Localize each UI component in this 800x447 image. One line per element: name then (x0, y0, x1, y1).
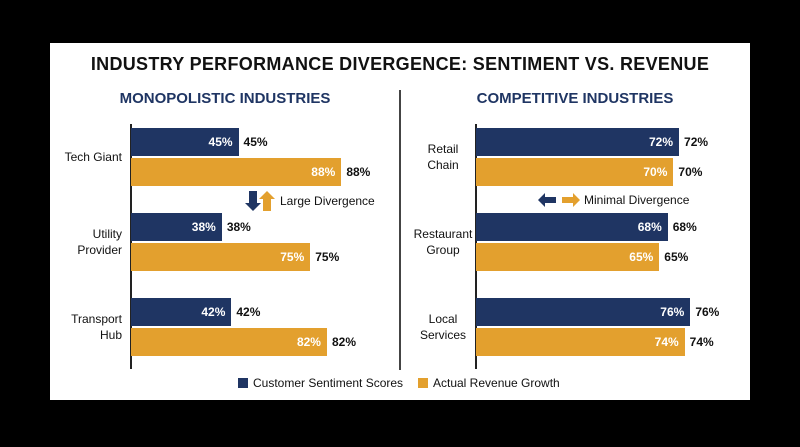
legend-swatch-revenue (418, 378, 428, 388)
bar-value-label: 74% (689, 335, 714, 349)
right-panel-title: COMPETITIVE INDUSTRIES (476, 90, 674, 107)
bar-inner-label: 82% (296, 335, 321, 349)
left-annotation-text: Large Divergence (280, 194, 375, 208)
bar-value-label: 72% (684, 135, 709, 149)
arrow-left-icon (538, 193, 556, 207)
arrow-right-icon (562, 193, 580, 207)
bar-inner-label: 65% (629, 250, 654, 264)
bar-sentiment: 72% (476, 128, 680, 156)
category-label: Retail Chain (427, 142, 459, 172)
legend-swatch-sentiment (238, 378, 248, 388)
arrow-down-icon (245, 191, 261, 211)
bar-inner-label: 45% (208, 135, 233, 149)
bar-inner-label: 38% (191, 220, 216, 234)
bar-value-label: 45% (243, 135, 268, 149)
bar-value-label: 65% (664, 250, 689, 264)
category-label: Tech Giant (64, 150, 122, 164)
bar-revenue: 82% (131, 328, 327, 356)
right-annotation-text: Minimal Divergence (584, 193, 690, 207)
legend-label-revenue: Actual Revenue Growth (433, 376, 560, 390)
bar-sentiment: 68% (476, 213, 668, 241)
bar-value-label: 38% (226, 220, 251, 234)
bar-value-label: 42% (236, 305, 261, 319)
bar-sentiment: 76% (476, 298, 691, 326)
bar-revenue: 74% (476, 328, 685, 356)
legend-label-sentiment: Customer Sentiment Scores (253, 376, 404, 390)
bar-inner-label: 72% (649, 135, 674, 149)
category-label: Transport Hub (71, 312, 122, 342)
horizontal-arrows-icon (538, 193, 580, 207)
bar-revenue: 65% (476, 243, 660, 271)
left-panel-title: MONOPOLISTIC INDUSTRIES (119, 90, 331, 107)
panel-divider (399, 90, 401, 370)
divergence-arrows-icon (245, 191, 275, 211)
category-label: Local Services (419, 312, 466, 342)
bar-inner-label: 68% (637, 220, 662, 234)
bar-revenue: 75% (131, 243, 311, 271)
arrow-up-icon (259, 191, 275, 211)
bar-sentiment: 42% (131, 298, 232, 326)
bar-value-label: 75% (315, 250, 340, 264)
bar-sentiment: 38% (131, 213, 222, 241)
category-label: Utility Provider (77, 227, 122, 257)
bar-value-label: 76% (695, 305, 720, 319)
bar-value-label: 88% (346, 165, 371, 179)
bar-inner-label: 42% (201, 305, 226, 319)
bar-value-label: 68% (672, 220, 697, 234)
bar-revenue: 70% (476, 158, 674, 186)
bar-value-label: 70% (678, 165, 703, 179)
bar-value-label: 82% (331, 335, 356, 349)
bar-inner-label: 76% (660, 305, 685, 319)
category-label: Restaurant Group (413, 227, 473, 257)
bar-sentiment: 45% (131, 128, 239, 156)
bar-inner-label: 75% (280, 250, 305, 264)
chart-title: INDUSTRY PERFORMANCE DIVERGENCE: SENTIME… (90, 54, 710, 74)
bar-inner-label: 74% (654, 335, 679, 349)
bar-inner-label: 70% (643, 165, 668, 179)
bar-revenue: 88% (131, 158, 342, 186)
bar-inner-label: 88% (311, 165, 336, 179)
